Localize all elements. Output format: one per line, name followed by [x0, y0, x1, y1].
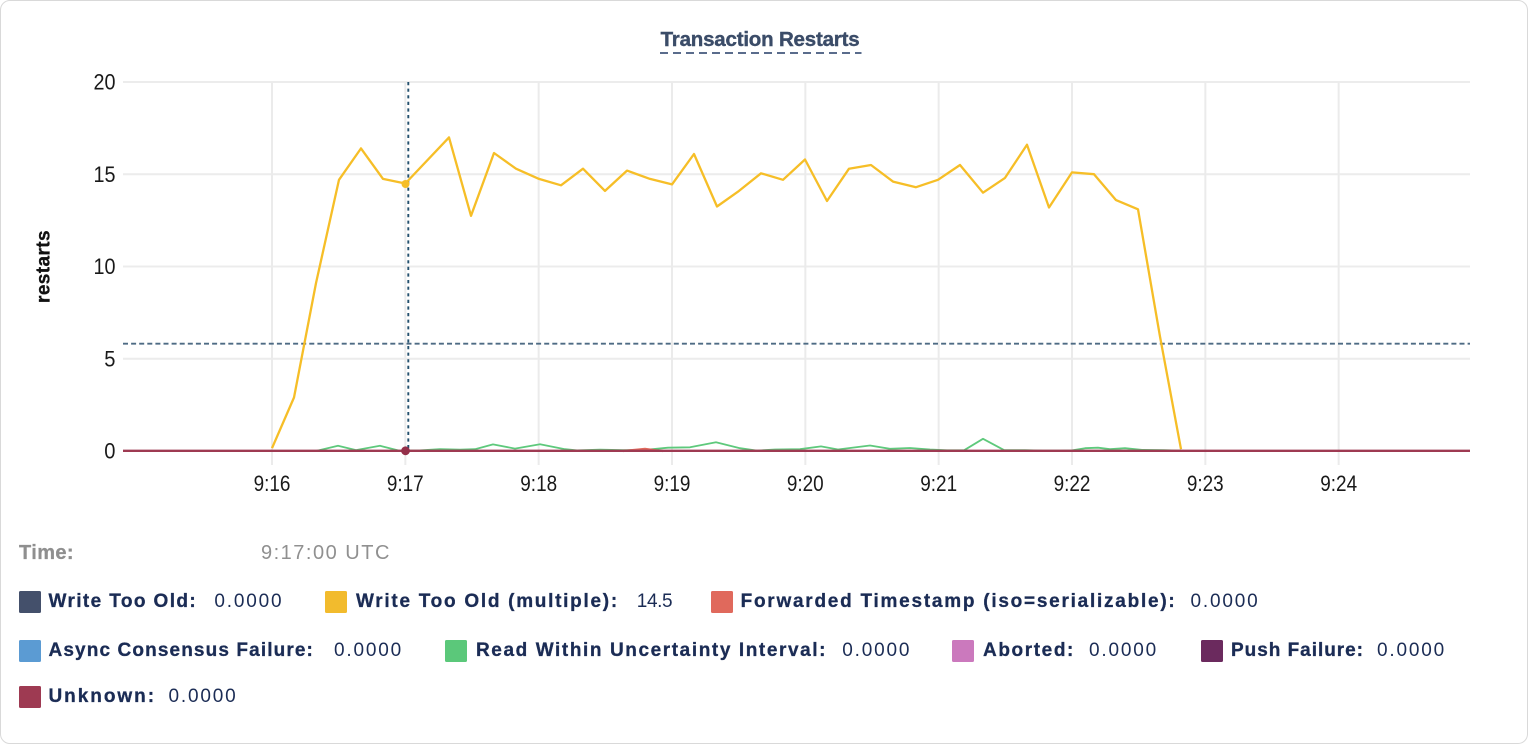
svg-text:9:19: 9:19 — [654, 471, 691, 496]
svg-text:9:23: 9:23 — [1187, 471, 1224, 496]
svg-text:9:17: 9:17 — [387, 471, 424, 496]
svg-text:5: 5 — [104, 346, 115, 371]
svg-text:0: 0 — [104, 439, 115, 464]
svg-text:20: 20 — [94, 70, 116, 95]
svg-text:9:18: 9:18 — [520, 471, 557, 496]
svg-text:restarts: restarts — [34, 230, 55, 303]
svg-text:9:22: 9:22 — [1054, 471, 1091, 496]
svg-text:9:20: 9:20 — [787, 471, 824, 496]
svg-text:15: 15 — [94, 162, 116, 187]
svg-text:9:16: 9:16 — [254, 471, 291, 496]
svg-text:9:21: 9:21 — [920, 471, 957, 496]
svg-text:9:24: 9:24 — [1320, 471, 1357, 496]
svg-text:10: 10 — [94, 254, 116, 279]
